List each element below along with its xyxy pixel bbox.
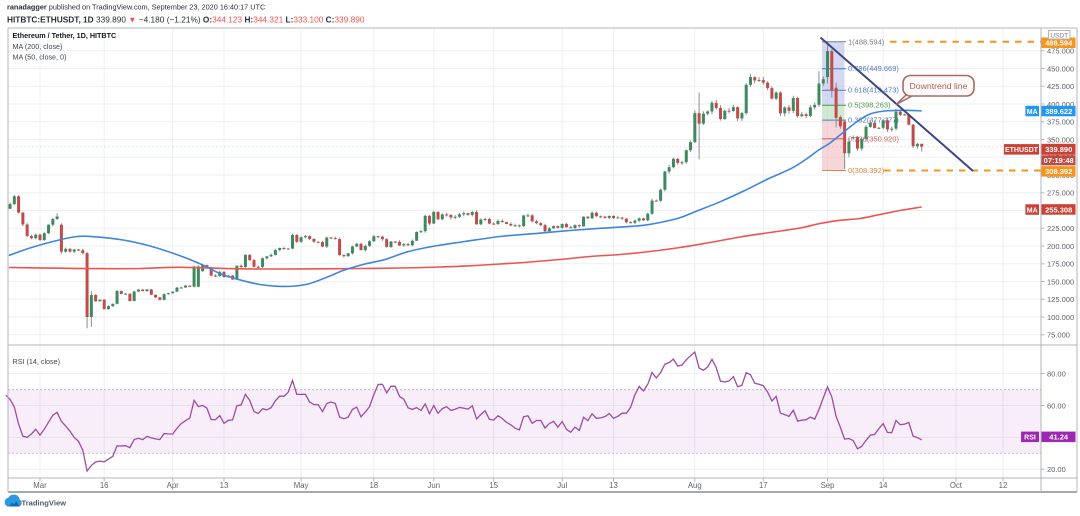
svg-text:May: May	[294, 481, 309, 490]
svg-text:13: 13	[220, 481, 229, 490]
svg-text:150.000: 150.000	[1047, 277, 1074, 286]
svg-text:14: 14	[879, 481, 888, 490]
svg-text:400.000: 400.000	[1047, 100, 1074, 109]
svg-text:RSI (14, close): RSI (14, close)	[13, 357, 61, 366]
svg-text:75.000: 75.000	[1047, 331, 1070, 340]
svg-text:60.00: 60.00	[1047, 401, 1066, 410]
svg-text:13: 13	[609, 481, 618, 490]
svg-text:TradingView: TradingView	[22, 498, 67, 507]
svg-text:07:19:48: 07:19:48	[1044, 156, 1074, 165]
svg-text:MA: MA	[1027, 109, 1038, 116]
svg-text:MA (200, close): MA (200, close)	[13, 42, 63, 51]
svg-text:375.000: 375.000	[1047, 118, 1074, 127]
svg-text:125.000: 125.000	[1047, 295, 1074, 304]
svg-text:Ethereum / Tether, 1D, HITBTC: Ethereum / Tether, 1D, HITBTC	[13, 31, 117, 40]
svg-text:339.890: 339.890	[1045, 145, 1072, 154]
svg-text:275.000: 275.000	[1047, 189, 1074, 198]
svg-text:Mar: Mar	[33, 481, 47, 490]
svg-text:225.000: 225.000	[1047, 224, 1074, 233]
svg-text:Apr: Apr	[167, 481, 180, 490]
svg-text:255.308: 255.308	[1045, 205, 1072, 214]
svg-text:16: 16	[100, 481, 109, 490]
svg-text:350.000: 350.000	[1047, 135, 1074, 144]
svg-text:425.000: 425.000	[1047, 82, 1074, 91]
svg-text:0.382(377.277): 0.382(377.277)	[848, 116, 899, 125]
svg-text:Oct: Oct	[950, 481, 963, 490]
svg-text:475.000: 475.000	[1047, 47, 1074, 56]
svg-text:41.24: 41.24	[1049, 433, 1069, 442]
svg-text:Aug: Aug	[688, 481, 702, 490]
svg-text:0.236(350.920): 0.236(350.920)	[848, 134, 899, 143]
svg-text:80.00: 80.00	[1047, 369, 1066, 378]
svg-text:Jul: Jul	[557, 481, 567, 490]
svg-text:Jun: Jun	[428, 481, 441, 490]
svg-text:ETHUSDT: ETHUSDT	[1005, 147, 1039, 154]
svg-text:200.000: 200.000	[1047, 242, 1074, 251]
svg-text:0.786(449.669): 0.786(449.669)	[848, 64, 899, 73]
svg-text:0.5(398.263): 0.5(398.263)	[848, 101, 891, 110]
svg-text:MA (50, close, 0): MA (50, close, 0)	[13, 53, 67, 62]
svg-text:100.000: 100.000	[1047, 313, 1074, 322]
svg-text:ranadagger published on Tradin: ranadagger published on TradingView.com,…	[7, 3, 265, 12]
svg-text:USDT: USDT	[1050, 32, 1068, 39]
svg-text:Sep: Sep	[821, 481, 836, 490]
svg-text:RSI: RSI	[1024, 435, 1036, 442]
svg-text:0.618(419.473): 0.618(419.473)	[848, 86, 899, 95]
svg-text:175.000: 175.000	[1047, 260, 1074, 269]
svg-text:HITBTC:ETHUSDT, 1D 339.890 ▼ −: HITBTC:ETHUSDT, 1D 339.890 ▼ −4.180 (−1.…	[7, 15, 365, 25]
svg-text:0(308.392): 0(308.392)	[848, 166, 885, 175]
svg-text:308.392: 308.392	[1045, 167, 1072, 176]
svg-text:MA: MA	[1027, 207, 1038, 214]
svg-text:488.594: 488.594	[1045, 39, 1073, 48]
svg-text:18: 18	[369, 481, 378, 490]
svg-text:17: 17	[759, 481, 768, 490]
svg-text:Downtrend line: Downtrend line	[910, 81, 968, 91]
svg-text:12: 12	[999, 481, 1008, 490]
svg-text:20.00: 20.00	[1047, 465, 1066, 474]
svg-text:450.000: 450.000	[1047, 64, 1074, 73]
svg-text:1(488.594): 1(488.594)	[848, 37, 885, 46]
svg-text:389.622: 389.622	[1045, 107, 1072, 116]
svg-text:15: 15	[489, 481, 498, 490]
